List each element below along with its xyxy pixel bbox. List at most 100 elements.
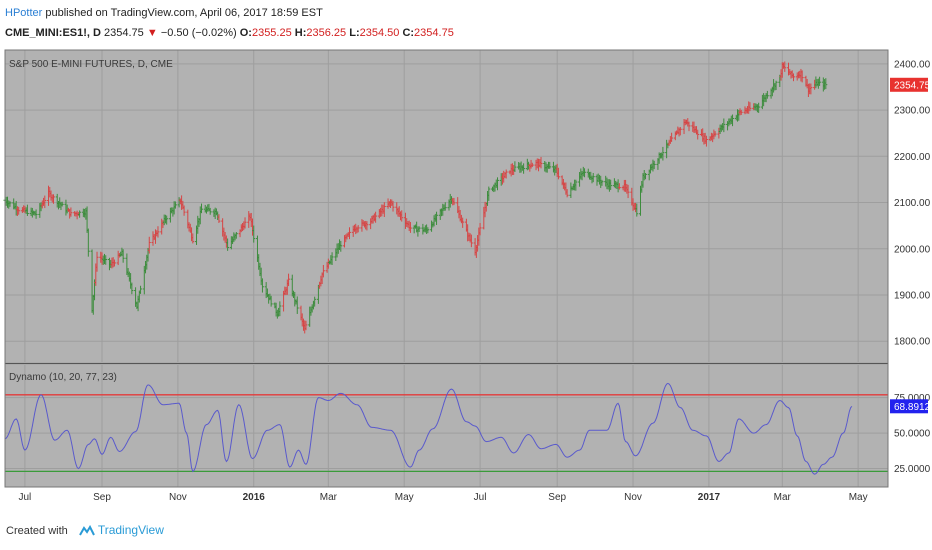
- ohlc-bar: [139, 285, 143, 294]
- ohlc-bar: [530, 162, 534, 168]
- ohlc-bar: [86, 228, 90, 257]
- ohlc-bar: [469, 234, 473, 248]
- ohlc-bar: [156, 226, 160, 238]
- ohlc-bar: [774, 80, 778, 91]
- ohlc-bars: [3, 61, 828, 334]
- ohlc-bar: [295, 296, 299, 314]
- ohlc-bar: [400, 210, 404, 222]
- ohlc-bar: [165, 215, 169, 225]
- time-axis-label: Mar: [774, 492, 792, 503]
- ohlc-bar: [408, 221, 412, 233]
- high-value: 2356.25: [306, 27, 347, 39]
- ohlc-bar: [95, 251, 99, 272]
- time-axis-label: Nov: [169, 492, 187, 503]
- ohlc-bar: [609, 179, 613, 190]
- ohlc-bar: [347, 227, 351, 240]
- tradingview-brand[interactable]: TradingView: [97, 523, 164, 537]
- ohlc-bar: [617, 183, 621, 190]
- ohlc-bar: [748, 102, 752, 112]
- last-price: 2354.75: [104, 27, 144, 39]
- ohlc-bar: [522, 163, 526, 174]
- ohlc-bar: [600, 179, 604, 186]
- ohlc-bar: [739, 109, 743, 115]
- ohlc-bar: [487, 186, 491, 201]
- down-arrow-icon: ▼: [146, 27, 158, 39]
- chart-area[interactable]: 2400.00 2300.00 2200.00 2100.00 2000.00 1900.…: [0, 47, 932, 517]
- price-pane-title: S&P 500 E-MINI FUTURES, D, CME: [9, 59, 173, 70]
- ohlc-bar: [17, 206, 21, 215]
- ohlc-bar: [461, 217, 465, 228]
- dynamo-line: [4, 382, 853, 475]
- ohlc-bar: [382, 202, 386, 217]
- ohlc-bar: [217, 214, 221, 223]
- oscillator-axis-label: 75.0000: [894, 393, 931, 404]
- chart-frame: [4, 49, 889, 488]
- ohlc-bar: [25, 204, 29, 217]
- time-axis-label: May: [849, 492, 868, 503]
- ohlc-bar: [52, 194, 56, 204]
- last-price-tag-label: 2354.75: [894, 80, 931, 91]
- time-axis-label: 2017: [698, 492, 721, 503]
- ohlc-bar: [252, 225, 256, 243]
- last-price-tag: [890, 77, 928, 92]
- ohlc-bar: [687, 121, 691, 132]
- ohlc-bar: [722, 118, 726, 133]
- ohlc-bar: [731, 114, 735, 127]
- price-axis-label: 2000.00: [894, 244, 931, 255]
- price-change: −0.50 (−0.02%): [160, 27, 237, 39]
- price-axis-label: 1800.00: [894, 337, 931, 348]
- created-with-text: Created with: [6, 525, 68, 537]
- ohlc-bar: [112, 259, 116, 267]
- oscillator-axis-label: 25.0000: [894, 464, 931, 475]
- ohlc-bar: [818, 76, 822, 86]
- oscillator-pane: [5, 365, 888, 487]
- symbol-name[interactable]: CME_MINI:ES1!, D: [5, 27, 101, 39]
- ohlc-bar: [173, 201, 177, 209]
- ohlc-bar: [539, 156, 543, 169]
- ohlc-bar: [278, 301, 282, 317]
- ohlc-bar: [713, 131, 717, 137]
- ohlc-bar: [574, 179, 578, 191]
- ohlc-bar: [443, 202, 447, 211]
- ohlc-bar: [652, 160, 656, 170]
- low-value: 2354.50: [359, 27, 400, 39]
- oscillator-axis-label: 50.0000: [894, 429, 931, 440]
- ohlc-bar: [824, 78, 828, 90]
- ohlc-bar: [243, 217, 247, 229]
- ohlc-bar: [591, 172, 595, 183]
- time-axis-label: Sep: [93, 492, 111, 503]
- ohlc-bar: [78, 210, 82, 218]
- time-axis-label: Sep: [548, 492, 566, 503]
- time-axis-label: Jul: [19, 492, 32, 503]
- ohlc-bar: [339, 240, 343, 252]
- low-label: L:: [349, 27, 360, 39]
- time-axis-label: 2016: [243, 492, 266, 503]
- publish-header: HPotter published on TradingView.com, Ap…: [5, 7, 323, 19]
- ohlc-bar: [765, 90, 769, 99]
- left-margin: [0, 50, 5, 487]
- ohlc-bar: [626, 184, 630, 199]
- ohlc-bar: [783, 61, 787, 72]
- symbol-legend: CME_MINI:ES1!, D 2354.75 ▼ −0.50 (−0.02%…: [5, 27, 454, 39]
- ohlc-bar: [513, 161, 517, 172]
- ohlc-bar: [182, 205, 186, 216]
- ohlc-bar: [260, 278, 264, 293]
- ohlc-bar: [704, 135, 708, 147]
- time-axis-label: Mar: [320, 492, 338, 503]
- last-oscillator-tag: [890, 399, 928, 414]
- oscillator-pane-title: Dynamo (10, 20, 77, 23): [9, 372, 117, 383]
- ohlc-bar: [34, 209, 38, 219]
- ohlc-bar: [269, 295, 273, 307]
- ohlc-bar: [234, 231, 238, 239]
- ohlc-bar: [565, 189, 569, 198]
- ohlc-bar: [556, 167, 560, 180]
- ohlc-bar: [800, 70, 804, 83]
- price-axis-label: 2300.00: [894, 106, 931, 117]
- ohlc-bar: [356, 225, 360, 233]
- ohlc-bar: [426, 227, 430, 234]
- ohlc-bar: [548, 161, 552, 169]
- ohlc-bar: [391, 201, 395, 212]
- author-link[interactable]: HPotter: [5, 7, 43, 19]
- ohlc-bar: [504, 169, 508, 179]
- ohlc-bar: [374, 211, 378, 223]
